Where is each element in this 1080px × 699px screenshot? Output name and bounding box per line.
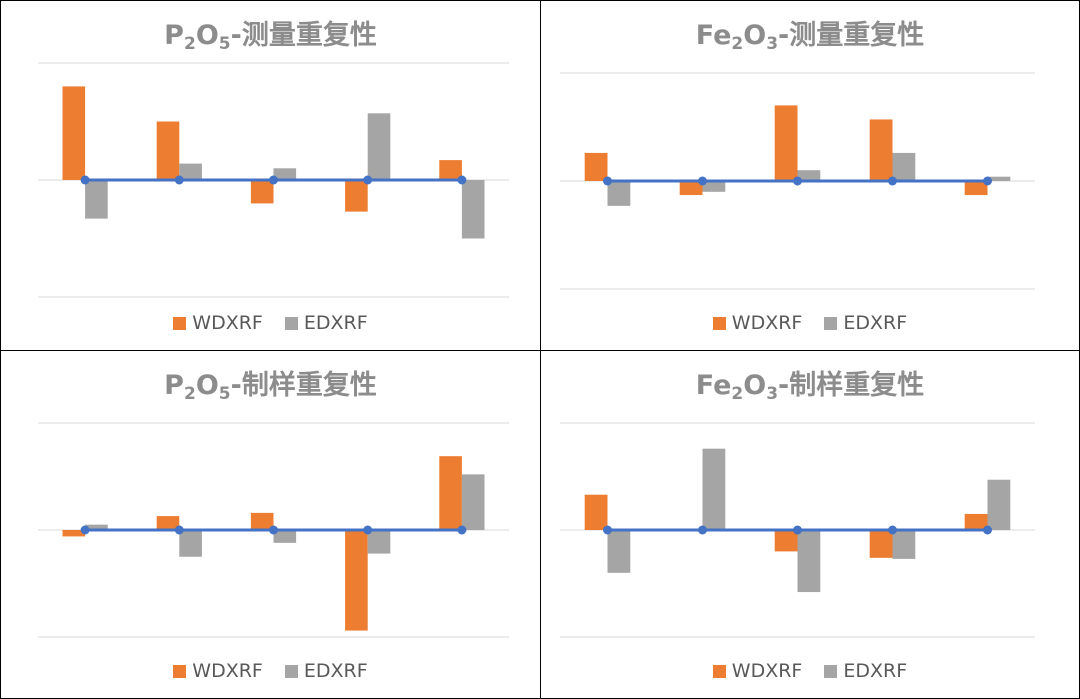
bar-wdxrf-3 (774, 105, 798, 181)
bar-wdxrf-4 (869, 119, 893, 181)
baseline-point-3 (793, 176, 802, 186)
bar-wdxrf-4 (345, 530, 368, 631)
chart-panel-fe2o3-sample-prep: Fe2O3-制样重复性 WDXRF EDXRF (540, 350, 1080, 699)
chart-title: Fe2O3-测量重复性 (695, 20, 925, 54)
chart-panel-p2o5-sample-prep: P2O5-制样重复性 WDXRF EDXRF (0, 350, 541, 699)
bar-edxrf-2 (179, 163, 202, 180)
bar-edxrf-5 (461, 474, 485, 530)
bar-edxrf-4 (892, 152, 916, 181)
bar-wdxrf-3 (250, 512, 274, 530)
chart-plot (38, 422, 509, 638)
chart-legend: WDXRF EDXRF (541, 312, 1079, 334)
bar-wdxrf-2 (156, 121, 180, 180)
legend-item-edxrf: EDXRF (824, 312, 907, 334)
bar-edxrf-4 (892, 530, 916, 559)
bar-edxrf-4 (367, 530, 391, 554)
legend-item-edxrf: EDXRF (284, 660, 368, 682)
baseline-point-4 (363, 525, 373, 535)
bar-wdxrf-3 (774, 530, 798, 552)
bar-edxrf-3 (797, 530, 821, 593)
bar-wdxrf-1 (62, 530, 86, 537)
bar-edxrf-5 (987, 176, 1011, 181)
baseline-point-2 (698, 176, 707, 186)
baseline-point-4 (888, 525, 897, 535)
bar-edxrf-3 (273, 530, 297, 543)
bar-wdxrf-1 (584, 152, 608, 181)
baseline-point-2 (698, 525, 707, 535)
legend-item-wdxrf: WDXRF (173, 660, 263, 682)
bar-wdxrf-3 (250, 180, 274, 204)
bar-edxrf-1 (607, 530, 631, 573)
legend-item-wdxrf: WDXRF (173, 312, 263, 334)
legend-item-edxrf: EDXRF (284, 312, 368, 334)
bar-edxrf-3 (273, 168, 297, 180)
baseline-point-3 (269, 525, 278, 535)
baseline-point-4 (888, 176, 897, 186)
bar-wdxrf-5 (964, 181, 988, 196)
chart-legend: WDXRF EDXRF (1, 312, 540, 334)
bar-wdxrf-1 (62, 86, 86, 180)
baseline-point-3 (793, 525, 802, 535)
bar-wdxrf-2 (156, 516, 180, 530)
bar-edxrf-2 (702, 448, 726, 530)
legend-item-wdxrf: WDXRF (712, 312, 802, 334)
legend-item-edxrf: EDXRF (824, 660, 907, 682)
baseline-point-1 (603, 525, 612, 535)
chart-panel-fe2o3-measurement: Fe2O3-测量重复性 WDXRF EDXRF (540, 0, 1080, 351)
bar-wdxrf-5 (439, 456, 462, 530)
baseline-point-2 (174, 525, 184, 535)
bar-edxrf-1 (607, 181, 631, 206)
bar-wdxrf-1 (584, 494, 608, 530)
bar-edxrf-1 (85, 524, 108, 530)
baseline-point-5 (983, 176, 992, 186)
chart-title: Fe2O3-制样重复性 (695, 370, 925, 404)
chart-title: P2O5-制样重复性 (164, 370, 377, 404)
chart-legend: WDXRF EDXRF (541, 660, 1079, 682)
bar-edxrf-5 (461, 180, 485, 239)
baseline-point-1 (603, 176, 612, 186)
baseline-point-3 (269, 175, 278, 185)
baseline-point-1 (80, 525, 90, 535)
bar-edxrf-3 (797, 170, 821, 181)
bar-wdxrf-5 (964, 513, 988, 530)
bar-wdxrf-5 (439, 160, 462, 180)
chart-plot (560, 72, 1035, 290)
baseline-point-5 (983, 525, 992, 535)
chart-plot (38, 62, 509, 298)
baseline-point-5 (457, 175, 467, 185)
baseline-point-1 (80, 175, 90, 185)
bar-edxrf-2 (702, 181, 726, 192)
bar-edxrf-2 (179, 530, 202, 557)
bar-edxrf-1 (85, 180, 108, 219)
baseline-point-5 (457, 525, 467, 535)
bar-edxrf-5 (987, 479, 1011, 530)
chart-panel-p2o5-measurement: P2O5-测量重复性 WDXRF EDXRF (0, 0, 541, 351)
baseline-point-4 (363, 175, 373, 185)
legend-item-wdxrf: WDXRF (712, 660, 802, 682)
chart-legend: WDXRF EDXRF (1, 660, 540, 682)
bar-wdxrf-2 (679, 181, 703, 196)
bar-edxrf-4 (367, 113, 391, 180)
chart-title: P2O5-测量重复性 (164, 20, 377, 54)
chart-plot (560, 422, 1035, 638)
bar-wdxrf-4 (345, 180, 368, 212)
bar-wdxrf-4 (869, 530, 893, 558)
baseline-point-2 (174, 175, 184, 185)
